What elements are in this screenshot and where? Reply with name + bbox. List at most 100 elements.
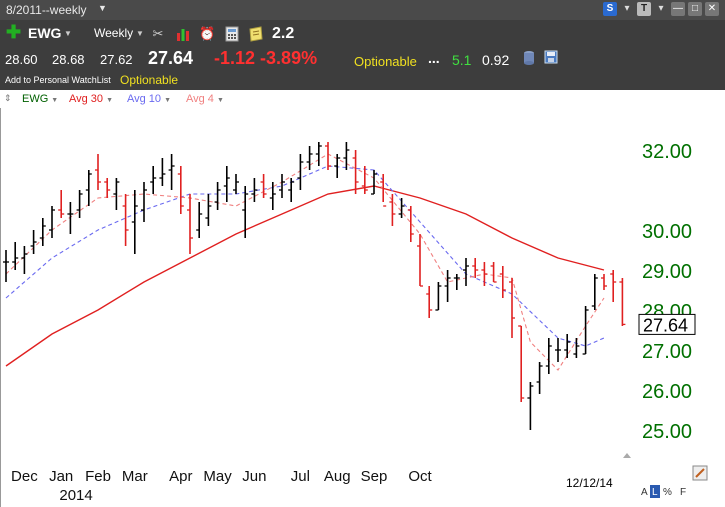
price-bar	[95, 154, 101, 190]
note-icon[interactable]	[248, 26, 264, 42]
price-bar	[251, 178, 258, 202]
white-value: 0.92	[482, 52, 510, 68]
price-bar	[573, 338, 580, 358]
add-to-watchlist-link[interactable]: Add to Personal WatchList	[5, 75, 111, 85]
last-price-box	[638, 313, 696, 335]
window-title[interactable]: 8/2011--weekly	[6, 3, 87, 17]
price-bar	[417, 234, 423, 287]
price-bar	[334, 154, 341, 178]
x-tick-label: Sep	[361, 468, 388, 485]
y-tick-label: 25.00	[642, 421, 692, 443]
more-dots[interactable]: ...	[428, 50, 440, 66]
chart-legend: ⇕ EWG ▼ Avg 30 ▼ Avg 10 ▼ Avg 4 ▼	[0, 90, 725, 108]
price-bar	[582, 306, 589, 355]
price-bar	[610, 270, 617, 302]
tools-icon[interactable]: ✂	[152, 26, 164, 41]
x-tick-label: Mar	[122, 468, 148, 485]
y-tick-label: 26.00	[642, 381, 692, 403]
x-year-label: 2014	[59, 487, 92, 504]
price-bar	[343, 142, 350, 170]
price-bar	[187, 194, 193, 254]
green-value: 5.1	[452, 52, 472, 68]
last-price: 27.64	[148, 48, 194, 68]
price-bar	[30, 230, 37, 254]
legend-symbol[interactable]: EWG ▼	[22, 93, 59, 105]
price-bar	[591, 274, 598, 310]
x-tick-label: May	[203, 468, 232, 485]
price-bar	[564, 334, 571, 358]
price-bar	[76, 190, 83, 218]
maximize-icon[interactable]: □	[688, 2, 702, 16]
ma-line-avg30	[5, 185, 605, 367]
price-bar	[141, 182, 147, 222]
price-bar	[122, 194, 129, 246]
price-bar	[58, 190, 65, 218]
price-bar	[12, 242, 19, 270]
close-icon[interactable]: ✕	[705, 2, 719, 16]
save-icon[interactable]	[544, 50, 560, 66]
open-price: 28.60	[5, 52, 38, 67]
alarm-clock-icon[interactable]: ⏰	[199, 26, 216, 41]
price-bar	[555, 338, 561, 362]
chevron-down-icon[interactable]: ▼	[136, 29, 144, 38]
price-bar	[177, 166, 184, 214]
titlebar-controls: S ▾ T ▾ — □ ✕	[603, 2, 719, 16]
price-change: -1.12 -3.89%	[214, 48, 318, 68]
legend-avg30[interactable]: Avg 30 ▼	[69, 93, 113, 105]
quote-toolbar: ✚ EWG ▼ Weekly ▼ ✂ ⏰ 2.2 28.60 28.68 27.…	[0, 20, 725, 90]
price-bar	[527, 382, 534, 430]
mode-f-button[interactable]: F	[680, 487, 686, 498]
x-tick-label: Apr	[169, 468, 192, 485]
x-tick-label: Jul	[291, 468, 310, 485]
price-bar	[398, 198, 405, 218]
price-bar	[453, 274, 460, 290]
window-titlebar: 8/2011--weekly ▼ S ▾ T ▾ — □ ✕	[0, 0, 725, 20]
toolbar-row-links: Add to Personal WatchList Optionable	[0, 72, 725, 88]
price-bar	[444, 270, 451, 302]
price-bar	[49, 206, 55, 238]
mode-a-button[interactable]: A	[641, 487, 648, 498]
chevron-down-icon[interactable]: ▾	[624, 3, 630, 14]
chevron-down-icon[interactable]: ▼	[64, 29, 72, 38]
bar-chart-icon[interactable]	[175, 26, 191, 42]
price-bar	[223, 166, 230, 202]
legend-avg10[interactable]: Avg 10 ▼	[127, 93, 171, 105]
x-tick-label: Jan	[49, 468, 73, 485]
chevron-down-icon[interactable]: ▾	[658, 3, 664, 14]
scroll-up-icon[interactable]	[623, 453, 631, 458]
legend-updown-icon[interactable]: ⇕	[4, 93, 12, 103]
toolbar-row-symbol: ✚ EWG ▼ Weekly ▼ ✂ ⏰ 2.2	[0, 22, 725, 44]
x-tick-label: Jun	[242, 468, 266, 485]
legend-avg4[interactable]: Avg 4 ▼	[186, 93, 224, 105]
database-icon[interactable]	[522, 50, 538, 66]
price-bar	[407, 206, 414, 242]
mode-percent-button[interactable]: %	[663, 487, 672, 498]
price-bar	[619, 278, 626, 326]
price-bar	[325, 142, 331, 170]
price-bar	[518, 325, 525, 402]
price-bar	[85, 170, 92, 206]
price-bar	[3, 250, 9, 282]
chevron-down-icon[interactable]: ▼	[98, 3, 107, 13]
t-button-icon[interactable]: T	[637, 2, 651, 16]
price-bar	[196, 202, 203, 238]
x-tick-label: Oct	[408, 468, 432, 485]
symbol-label[interactable]: EWG	[28, 25, 62, 41]
add-symbol-icon[interactable]: ✚	[6, 22, 22, 42]
ma-line-avg4	[5, 153, 605, 371]
calculator-icon[interactable]	[224, 26, 240, 42]
low-price: 27.62	[100, 52, 133, 67]
price-bar	[380, 174, 387, 207]
price-bar	[481, 262, 488, 286]
mode-l-button[interactable]: L	[652, 487, 658, 498]
price-bar	[463, 258, 469, 286]
minimize-icon[interactable]: —	[671, 2, 685, 16]
s-button-icon[interactable]: S	[603, 2, 617, 16]
pencil-icon[interactable]	[692, 465, 708, 481]
price-bar	[352, 150, 359, 194]
period-selector[interactable]: Weekly	[94, 26, 134, 40]
price-bar	[472, 258, 479, 278]
price-bar	[269, 182, 276, 210]
y-tick-label: 30.00	[642, 221, 692, 243]
